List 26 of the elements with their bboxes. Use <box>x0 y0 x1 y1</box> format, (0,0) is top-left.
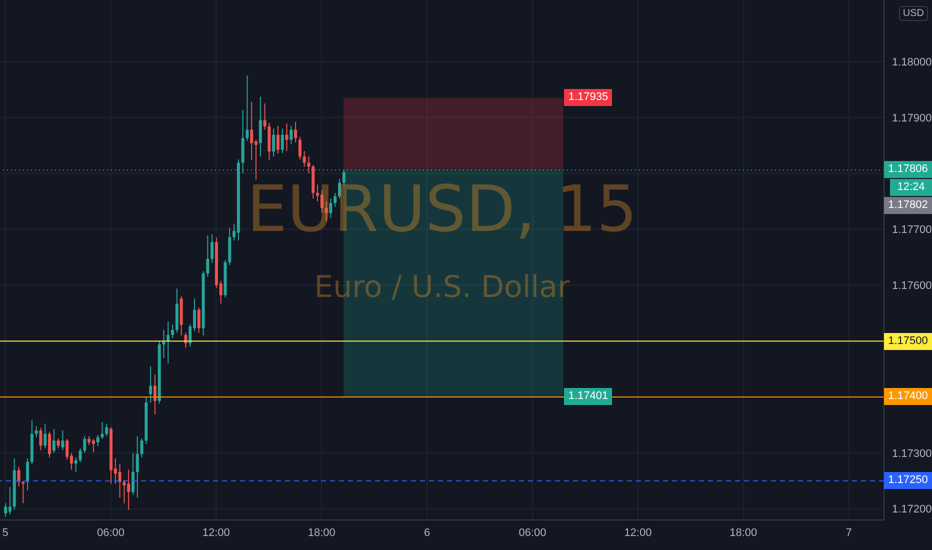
text: Euro / U.S. Dollar <box>313 270 571 305</box>
x-tick-label: 7 <box>846 526 852 539</box>
y-tick-label: 1.18000 <box>892 56 932 68</box>
band-label: 1.17401 <box>564 388 612 405</box>
x-tick-label: 12:00 <box>624 526 652 539</box>
y-tick-label: 1.17700 <box>892 224 932 236</box>
text: 1.17802 <box>884 197 932 214</box>
band-label: 1.17935 <box>564 89 612 106</box>
y-axis-title: USD <box>898 6 928 21</box>
ref-line-label: 1.17500 <box>884 332 932 350</box>
x-tick-label: 06:00 <box>96 526 124 539</box>
ref-line-label: 1.17806 <box>884 161 932 178</box>
y-tick-label: 1.17600 <box>892 280 932 292</box>
text: 12:24 <box>890 179 932 196</box>
x-tick-label: 06:00 <box>518 526 546 539</box>
y-tick-label: 1.17900 <box>892 112 932 124</box>
ref-line-label: 1.17250 <box>884 472 932 490</box>
x-tick-label: 18:00 <box>730 526 758 539</box>
x-tick-label: 5 <box>2 526 8 539</box>
x-tick-label: 18:00 <box>308 526 336 539</box>
x-tick-label: 12:00 <box>202 526 230 539</box>
text: EURUSD, 15 <box>246 172 638 249</box>
y-tick-label: 1.17300 <box>892 448 932 460</box>
y-tick-label: 1.17200 <box>892 504 932 516</box>
x-tick-label: 6 <box>424 526 430 539</box>
ref-line-label: 1.17400 <box>884 388 932 406</box>
